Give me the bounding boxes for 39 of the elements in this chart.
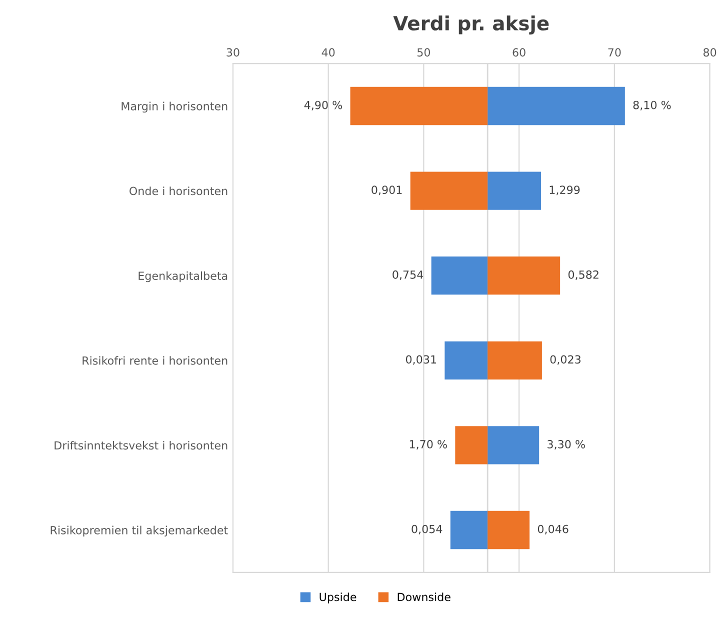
x-tick-label: 50	[417, 48, 430, 57]
y-tick-label: Margin i horisonten	[122, 102, 228, 113]
annotation: 1,70 %	[410, 440, 447, 450]
legend-label: Downside	[398, 592, 450, 602]
bar	[488, 256, 560, 295]
bar	[455, 426, 488, 464]
annotation: 4,90 %	[304, 100, 342, 110]
y-tick-label: Onde i horisonten	[130, 186, 228, 196]
annotation: 3,30 %	[548, 440, 585, 450]
annotation: 0,754	[392, 270, 424, 280]
annotation: 1,299	[550, 186, 580, 196]
annotation: 0,031	[406, 355, 436, 365]
y-tick-label: Risikofri rente i horisonten	[82, 356, 228, 365]
x-tick-label: 30	[226, 48, 240, 57]
bar	[431, 256, 488, 295]
x-tick-label: 80	[703, 48, 716, 57]
bar	[488, 86, 625, 126]
bar	[444, 341, 488, 380]
annotation: 0,023	[550, 355, 580, 365]
chart-title: Verdi pr. aksje	[393, 15, 549, 34]
bar	[350, 86, 488, 126]
annotation: 8,10 %	[633, 100, 671, 110]
x-tick-label: 40	[322, 48, 335, 57]
bar	[488, 510, 530, 550]
bar	[450, 510, 488, 550]
x-tick-label: 70	[608, 48, 621, 57]
bar	[410, 172, 488, 210]
y-tick-label: Egenkapitalbeta	[138, 271, 228, 282]
annotation: 0,582	[568, 270, 598, 280]
legend-label: Upside	[320, 592, 356, 604]
x-tick-label: 60	[512, 48, 526, 57]
annotation: 0,901	[372, 186, 402, 196]
y-tick-label: Risikopremien til aksjemarkedet	[50, 526, 228, 537]
annotation: 0,046	[538, 524, 568, 534]
bar	[488, 341, 542, 380]
annotation: 0,054	[412, 524, 442, 534]
y-tick-label: Driftsinntektsvekst i horisonten	[54, 440, 228, 450]
bar	[488, 426, 540, 464]
bar	[488, 172, 541, 210]
